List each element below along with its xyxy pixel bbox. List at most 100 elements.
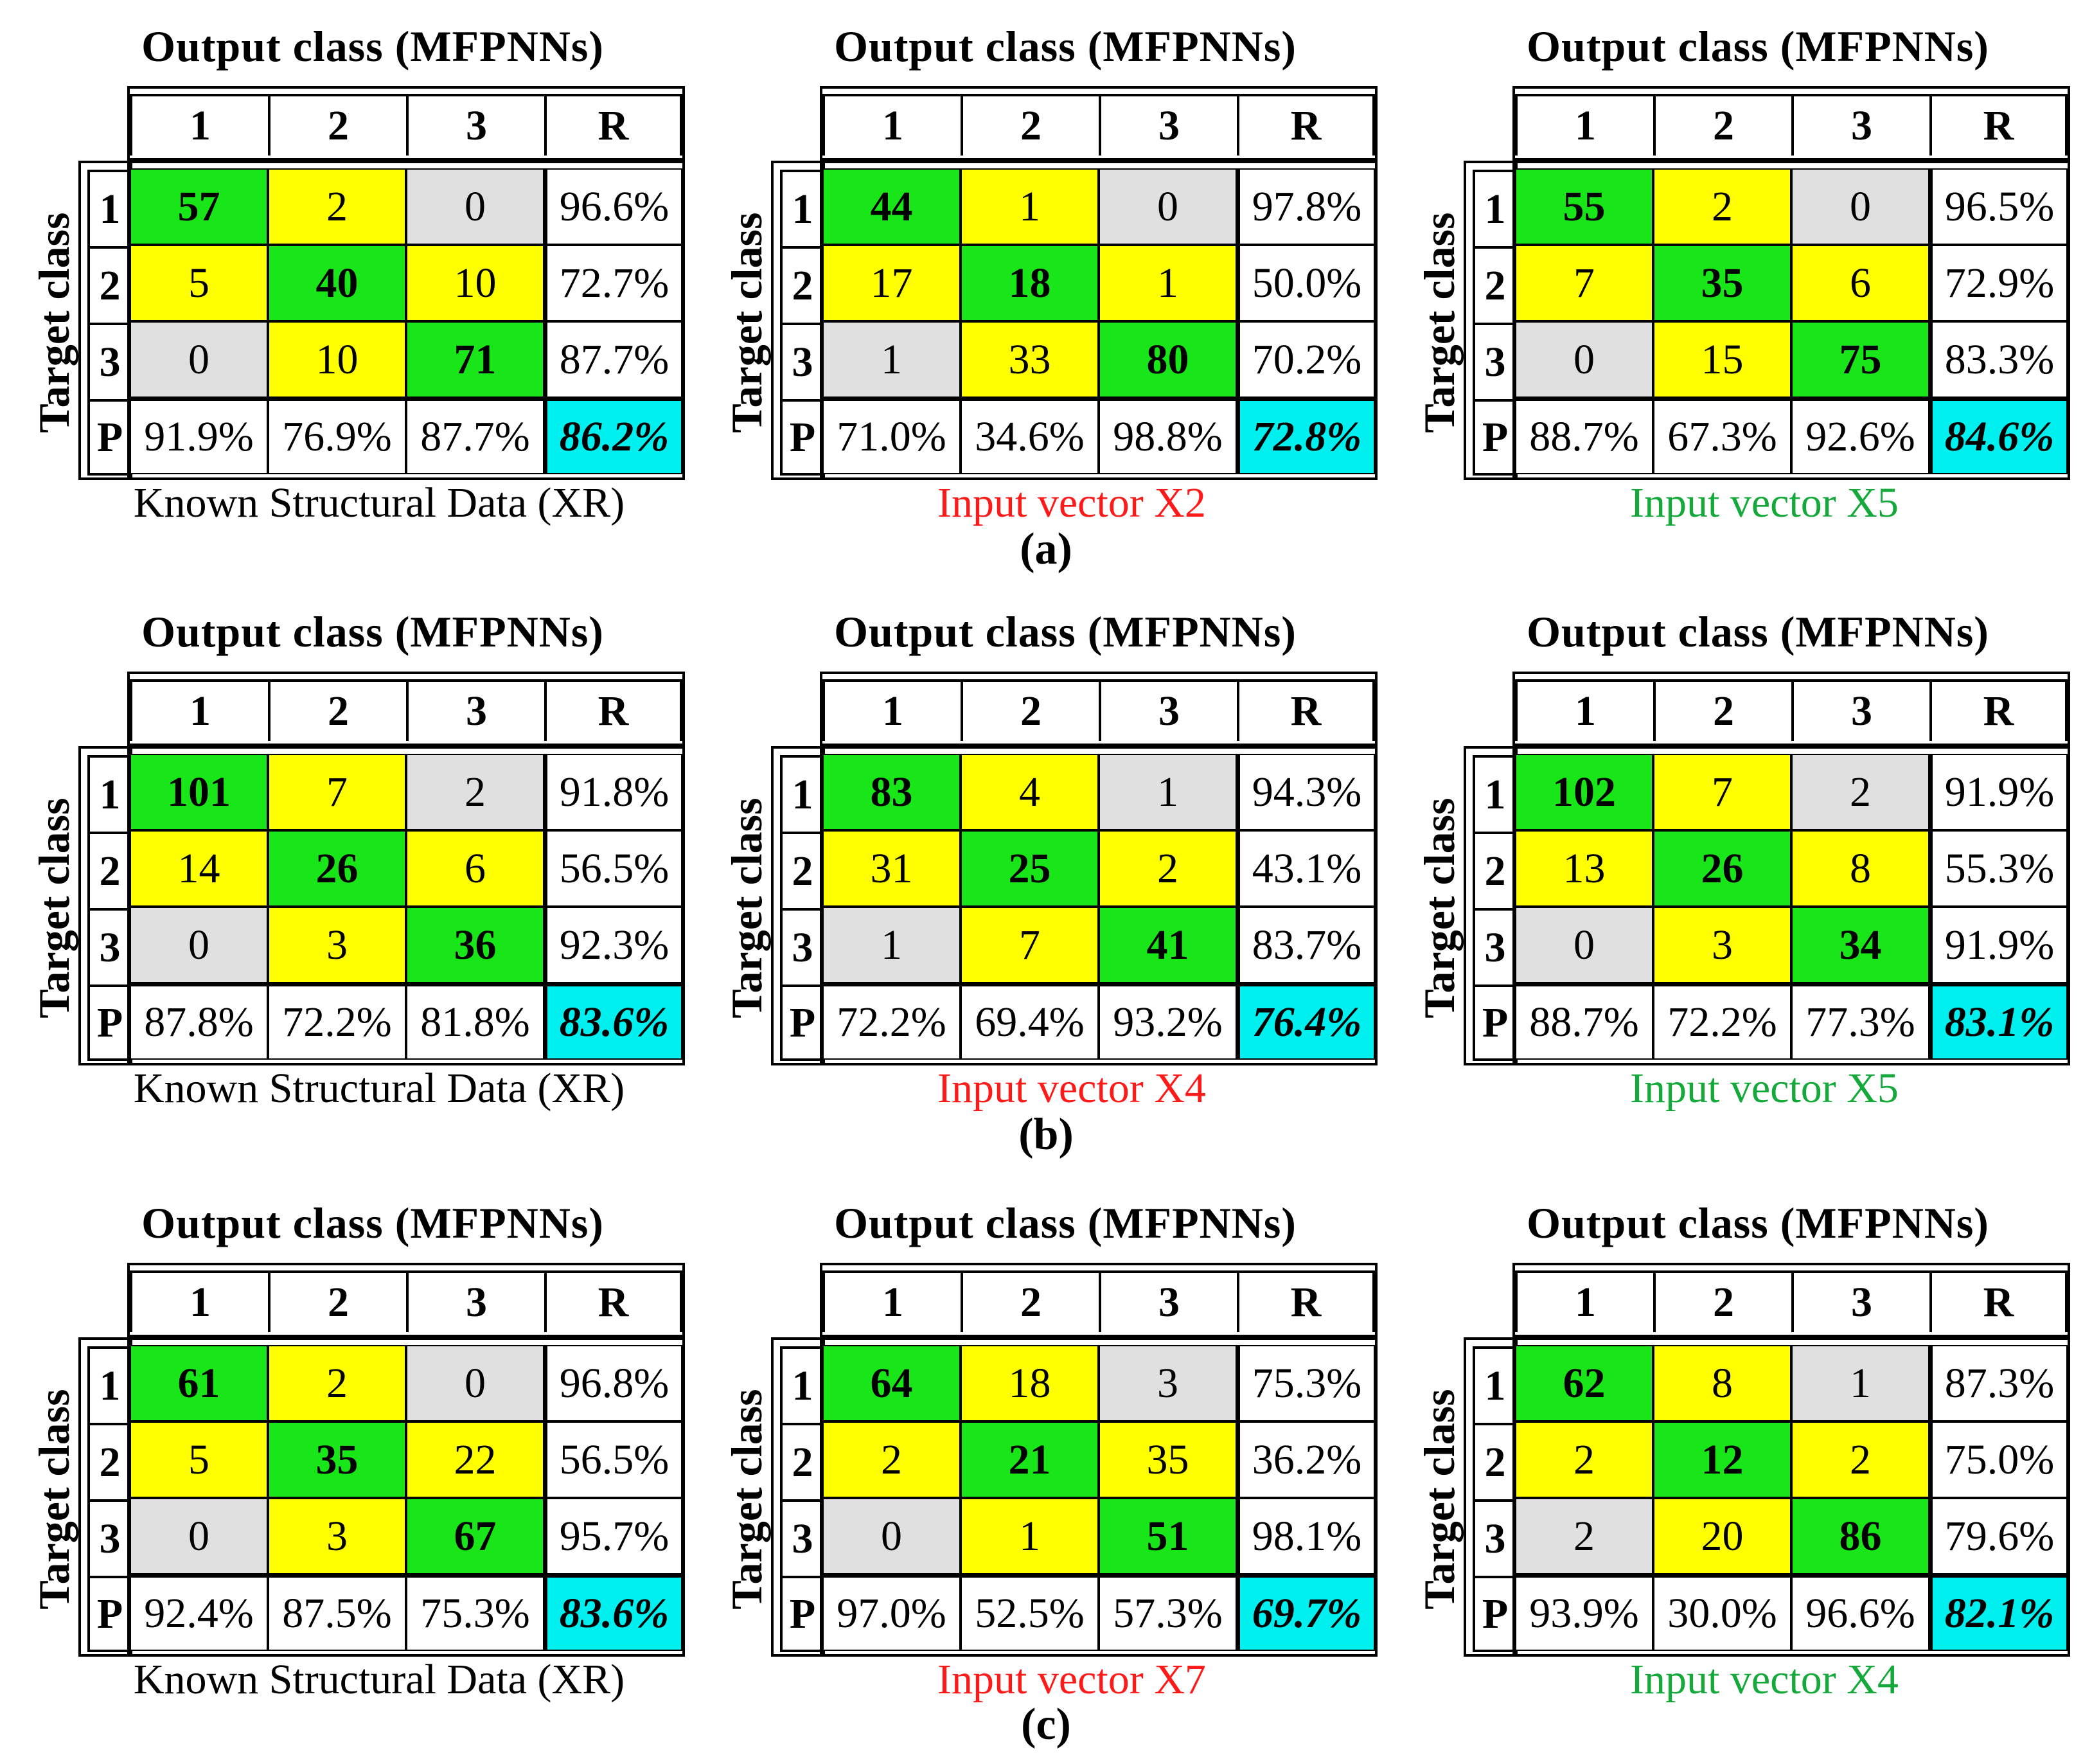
precision-cell: 87.8%: [130, 983, 268, 1060]
matrix-grid: 55 2 0 96.5% 7 35 6 72.9% 0 15 75 83.3% 88.7% 67.3% 92…: [1515, 168, 2068, 474]
matrix-cell: 2: [822, 1421, 961, 1498]
matrix-grid: 64 18 3 75.3% 2 21 35 36.2% 0 1 51 98.1% 97.0% 52.5% 5…: [822, 1345, 1375, 1651]
row-header: P: [87, 984, 130, 1061]
row-header: 1: [1473, 755, 1515, 832]
matrix-cell: 55: [1515, 168, 1653, 245]
matrix-caption: Known Structural Data (XR): [133, 479, 625, 526]
matrix-cell: 33: [961, 321, 1099, 398]
matrix-body: 61 2 0 96.8% 5 35 22 56.5% 0 3 67 95.7% 92.4% 87.5% 75…: [127, 1337, 685, 1657]
precision-cell: 76.9%: [268, 398, 406, 474]
confusion-matrix: Output class (MFPNNs) Target class 1 2 3 R 1 2 3…: [1399, 14, 2077, 528]
precision-cell: 92.4%: [130, 1574, 268, 1651]
precision-cell: 72.2%: [268, 983, 406, 1060]
panel-label: (c): [1021, 1700, 1071, 1749]
recall-cell: 94.3%: [1237, 754, 1375, 830]
matrix-caption: Input vector X2: [937, 479, 1206, 526]
column-header: 2: [961, 1270, 1099, 1332]
matrix-cell: 67: [406, 1498, 544, 1574]
precision-cell: 77.3%: [1791, 983, 1929, 1060]
recall-cell: 87.7%: [544, 321, 682, 398]
matrix-cell: 22: [406, 1421, 544, 1498]
row-header: 1: [87, 755, 130, 832]
row-header: 2: [1473, 246, 1515, 323]
precision-cell: 92.6%: [1791, 398, 1929, 474]
matrix-cell: 83: [822, 754, 961, 830]
matrix-cell: 5: [130, 245, 268, 321]
matrix-body: 64 18 3 75.3% 2 21 35 36.2% 0 1 51 98.1% 97.0% 52.5% 5…: [820, 1337, 1378, 1657]
confusion-matrix: Output class (MFPNNs) Target class 1 2 3 R 1 2 3…: [707, 1191, 1385, 1705]
column-header: R: [1237, 1270, 1375, 1332]
row-header: 3: [87, 1499, 130, 1576]
row-header: 3: [780, 908, 822, 984]
precision-cell: 98.8%: [1099, 398, 1237, 474]
matrix-cell: 2: [1515, 1498, 1653, 1574]
matrix-cell: 18: [961, 245, 1099, 321]
row-header: P: [780, 1576, 822, 1652]
row-header: 1: [1473, 170, 1515, 246]
matrix-cell: 0: [406, 168, 544, 245]
panel-label: (a): [1020, 524, 1072, 574]
recall-cell: 72.7%: [544, 245, 682, 321]
matrix-cell: 18: [961, 1345, 1099, 1421]
matrix-cell: 12: [1653, 1421, 1791, 1498]
row-header: 3: [780, 1499, 822, 1576]
recall-cell: 95.7%: [544, 1498, 682, 1574]
matrix-cell: 61: [130, 1345, 268, 1421]
accuracy-cell: 82.1%: [1929, 1574, 2068, 1651]
column-header: 1: [822, 94, 961, 156]
matrix-cell: 2: [1515, 1421, 1653, 1498]
column-header: 3: [1791, 679, 1929, 741]
recall-cell: 87.3%: [1929, 1345, 2068, 1421]
column-header: 1: [1515, 1270, 1653, 1332]
column-header: 3: [1791, 1270, 1929, 1332]
matrix-cell: 7: [1653, 754, 1791, 830]
confusion-matrix: Output class (MFPNNs) Target class 1 2 3 R 1 2 3…: [1399, 600, 2077, 1114]
matrix-grid: 83 4 1 94.3% 31 25 2 43.1% 1 7 41 83.7% 72.2% 69.4% 93…: [822, 754, 1375, 1060]
matrix-cell: 3: [268, 1498, 406, 1574]
precision-cell: 88.7%: [1515, 398, 1653, 474]
matrix-cell: 13: [1515, 830, 1653, 907]
recall-cell: 91.9%: [1929, 754, 2068, 830]
row-header: 1: [780, 1346, 822, 1423]
matrix-cell: 71: [406, 321, 544, 398]
matrix-cell: 7: [961, 907, 1099, 983]
recall-cell: 55.3%: [1929, 830, 2068, 907]
y-axis-label: Target class: [30, 797, 78, 1019]
row-header: P: [87, 399, 130, 476]
accuracy-cell: 86.2%: [544, 398, 682, 474]
precision-cell: 75.3%: [406, 1574, 544, 1651]
matrix-cell: 1: [1099, 245, 1237, 321]
recall-cell: 36.2%: [1237, 1421, 1375, 1498]
matrix-title: Output class (MFPNNs): [141, 22, 604, 71]
column-header: 2: [1653, 94, 1791, 156]
matrix-grid: 102 7 2 91.9% 13 26 8 55.3% 0 3 34 91.9% 88.7% 72.2% 7…: [1515, 754, 2068, 1060]
precision-cell: 71.0%: [822, 398, 961, 474]
recall-cell: 70.2%: [1237, 321, 1375, 398]
matrix-cell: 35: [1653, 245, 1791, 321]
precision-cell: 72.2%: [822, 983, 961, 1060]
recall-cell: 75.0%: [1929, 1421, 2068, 1498]
matrix-body: 101 7 2 91.8% 14 26 6 56.5% 0 3 36 92.3% 87.8% 72.2% 8…: [127, 746, 685, 1065]
matrix-caption: Input vector X5: [1630, 479, 1899, 526]
matrix-cell: 75: [1791, 321, 1929, 398]
matrix-cell: 2: [1653, 168, 1791, 245]
matrix-grid: 62 8 1 87.3% 2 12 2 75.0% 2 20 86 79.6% 93.9% 30.0% 96…: [1515, 1345, 2068, 1651]
column-header: 1: [1515, 94, 1653, 156]
matrix-cell: 1: [822, 321, 961, 398]
row-header: 3: [87, 908, 130, 984]
row-header: P: [87, 1576, 130, 1652]
matrix-cell: 51: [1099, 1498, 1237, 1574]
precision-cell: 93.9%: [1515, 1574, 1653, 1651]
matrix-cell: 26: [1653, 830, 1791, 907]
recall-cell: 92.3%: [544, 907, 682, 983]
recall-cell: 96.8%: [544, 1345, 682, 1421]
matrix-cell: 86: [1791, 1498, 1929, 1574]
y-axis-label: Target class: [722, 797, 771, 1019]
matrix-cell: 3: [1099, 1345, 1237, 1421]
accuracy-cell: 69.7%: [1237, 1574, 1375, 1651]
